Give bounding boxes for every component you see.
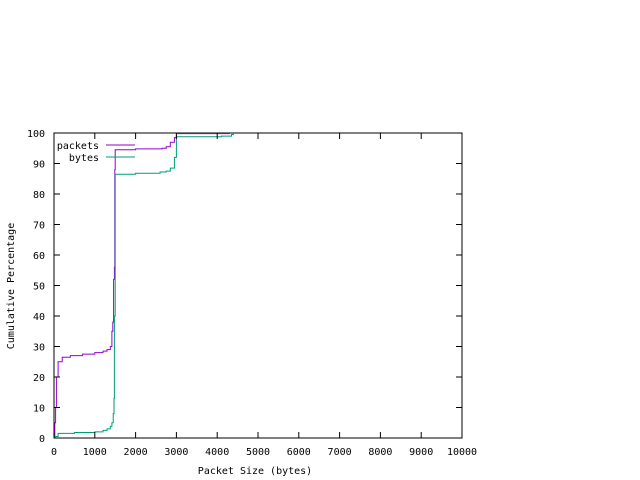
legend-label-bytes: bytes bbox=[69, 153, 99, 164]
y-tick-label: 50 bbox=[33, 282, 45, 293]
x-tick-label: 5000 bbox=[246, 447, 270, 458]
y-axis-label: Cumulative Percentage bbox=[6, 223, 17, 349]
x-tick-label: 1000 bbox=[83, 447, 107, 458]
x-tick-label: 0 bbox=[51, 447, 57, 458]
legend-label-packets: packets bbox=[57, 141, 99, 152]
x-tick-label: 10000 bbox=[447, 447, 477, 458]
x-tick-label: 2000 bbox=[124, 447, 148, 458]
x-tick-label: 3000 bbox=[164, 447, 188, 458]
series-line-packets bbox=[54, 133, 230, 439]
y-tick-label: 10 bbox=[33, 404, 45, 415]
y-tick-label: 0 bbox=[39, 434, 45, 445]
y-tick-label: 70 bbox=[33, 221, 45, 232]
y-tick-label: 30 bbox=[33, 343, 45, 354]
x-tick-label: 7000 bbox=[328, 447, 352, 458]
x-tick-label: 4000 bbox=[205, 447, 229, 458]
y-tick-label: 40 bbox=[33, 312, 45, 323]
x-axis-label: Packet Size (bytes) bbox=[198, 466, 312, 477]
y-tick-label: 90 bbox=[33, 160, 45, 171]
series-line-bytes bbox=[53, 133, 234, 439]
x-tick-label: 9000 bbox=[409, 447, 433, 458]
x-tick-label: 8000 bbox=[368, 447, 392, 458]
y-tick-label: 80 bbox=[33, 190, 45, 201]
y-tick-label: 100 bbox=[27, 129, 45, 140]
x-tick-label: 6000 bbox=[287, 447, 311, 458]
y-tick-label: 20 bbox=[33, 373, 45, 384]
y-tick-label: 60 bbox=[33, 251, 45, 262]
